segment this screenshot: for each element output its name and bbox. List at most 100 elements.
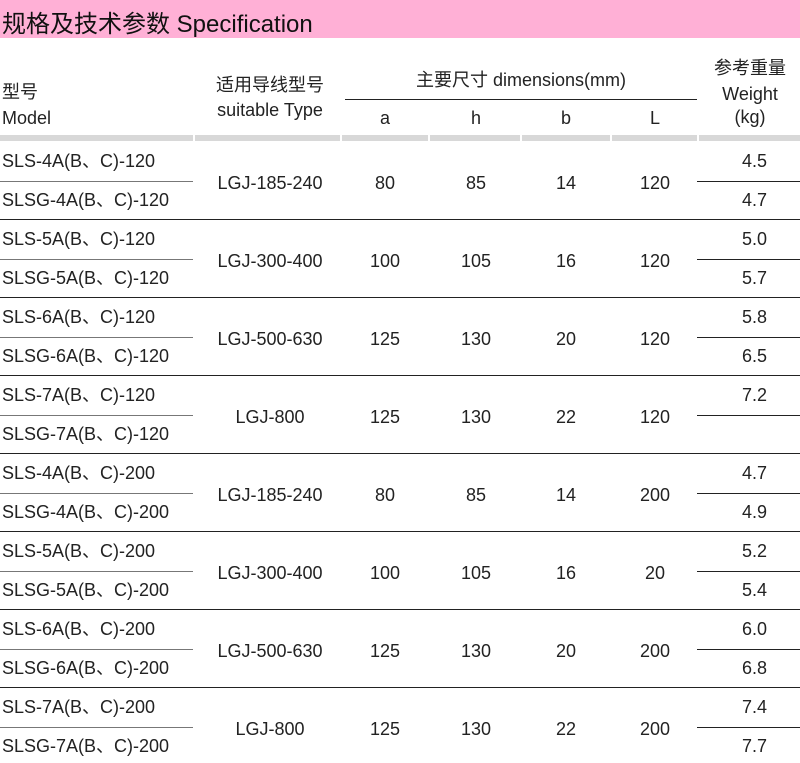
row-divider [697, 649, 800, 650]
dim-a-cell: 125 [369, 641, 401, 661]
dim-L-cell: 120 [639, 173, 671, 193]
row-divider [0, 649, 193, 650]
dim-b-cell: 20 [555, 641, 577, 661]
header-separator [0, 135, 193, 141]
model-cell: SLSG-7A(B、C)-120 [2, 424, 170, 444]
dim-a-cell: 100 [369, 251, 401, 271]
weight-cell: 6.5 [741, 346, 767, 366]
header-separator [430, 135, 520, 141]
weight-cell: 7.7 [741, 736, 767, 756]
type-cell: LGJ-500-630 [217, 329, 323, 349]
weight-header-en: Weight [722, 84, 778, 104]
dim-L-cell: 20 [644, 563, 666, 583]
dim-a-header: a [379, 108, 391, 128]
dim-b-cell: 22 [555, 407, 577, 427]
type-cell: LGJ-500-630 [217, 641, 323, 661]
weight-cell: 6.0 [741, 619, 767, 639]
dim-a-cell: 80 [374, 173, 396, 193]
row-divider [697, 493, 800, 494]
header-separator [342, 135, 428, 141]
weight-cell: 5.7 [741, 268, 767, 288]
dim-h-cell: 130 [460, 329, 492, 349]
model-cell: SLS-4A(B、C)-200 [2, 463, 156, 483]
model-cell: SLS-7A(B、C)-200 [2, 697, 156, 717]
model-header-cn: 型号 [2, 82, 38, 102]
type-header-cn: 适用导线型号 [216, 75, 324, 95]
header-separator [699, 135, 800, 141]
dim-h-cell: 85 [465, 485, 487, 505]
group-divider [0, 375, 800, 376]
row-divider [697, 727, 800, 728]
dim-L-cell: 200 [639, 641, 671, 661]
dim-h-cell: 130 [460, 719, 492, 739]
group-divider [0, 453, 800, 454]
weight-cell: 5.8 [741, 307, 767, 327]
dim-b-cell: 14 [555, 173, 577, 193]
row-divider [0, 493, 193, 494]
dim-L-cell: 120 [639, 329, 671, 349]
dim-a-cell: 125 [369, 407, 401, 427]
dim-L-cell: 200 [639, 485, 671, 505]
dims-divider [345, 99, 697, 100]
dim-b-cell: 14 [555, 485, 577, 505]
dim-a-cell: 125 [369, 719, 401, 739]
weight-cell: 5.0 [741, 229, 767, 249]
model-cell: SLS-7A(B、C)-120 [2, 385, 156, 405]
model-cell: SLSG-7A(B、C)-200 [2, 736, 170, 756]
dim-b-header: b [560, 108, 572, 128]
model-cell: SLSG-4A(B、C)-200 [2, 502, 170, 522]
dim-h-header: h [470, 108, 482, 128]
group-divider [0, 219, 800, 220]
model-cell: SLS-5A(B、C)-200 [2, 541, 156, 561]
dim-h-cell: 105 [460, 563, 492, 583]
dim-b-cell: 20 [555, 329, 577, 349]
type-cell: LGJ-800 [235, 407, 305, 427]
model-cell: SLS-6A(B、C)-120 [2, 307, 156, 327]
dim-h-cell: 85 [465, 173, 487, 193]
type-header-en: suitable Type [217, 100, 323, 120]
dim-h-cell: 130 [460, 407, 492, 427]
row-divider [697, 337, 800, 338]
dim-a-cell: 125 [369, 329, 401, 349]
row-divider [697, 181, 800, 182]
section-banner: 规格及技术参数 Specification [0, 0, 800, 38]
model-cell: SLSG-6A(B、C)-200 [2, 658, 170, 678]
group-divider [0, 687, 800, 688]
weight-cell: 4.9 [741, 502, 767, 522]
row-divider [0, 571, 193, 572]
model-cell: SLS-5A(B、C)-120 [2, 229, 156, 249]
dim-a-cell: 100 [369, 563, 401, 583]
row-divider [697, 415, 800, 416]
group-divider [0, 531, 800, 532]
model-cell: SLSG-5A(B、C)-200 [2, 580, 170, 600]
dim-b-cell: 16 [555, 251, 577, 271]
weight-header-unit: (kg) [734, 107, 766, 127]
row-divider [0, 415, 193, 416]
row-divider [697, 259, 800, 260]
weight-cell: 5.2 [741, 541, 767, 561]
model-cell: SLSG-5A(B、C)-120 [2, 268, 170, 288]
type-cell: LGJ-185-240 [217, 173, 323, 193]
section-title: 规格及技术参数 Specification [2, 11, 313, 38]
model-header-en: Model [2, 108, 52, 128]
group-divider [0, 609, 800, 610]
model-cell: SLS-4A(B、C)-120 [2, 151, 156, 171]
row-divider [0, 337, 193, 338]
dim-L-header: L [649, 108, 661, 128]
dims-header: 主要尺寸 dimensions(mm) [415, 70, 627, 90]
type-cell: LGJ-800 [235, 719, 305, 739]
row-divider [0, 727, 193, 728]
weight-cell: 5.4 [741, 580, 767, 600]
dim-a-cell: 80 [374, 485, 396, 505]
type-cell: LGJ-300-400 [217, 563, 323, 583]
weight-cell: 7.2 [741, 385, 767, 405]
header-separator [612, 135, 697, 141]
row-divider [0, 259, 193, 260]
dim-h-cell: 130 [460, 641, 492, 661]
model-cell: SLSG-6A(B、C)-120 [2, 346, 170, 366]
type-cell: LGJ-300-400 [217, 251, 323, 271]
dim-h-cell: 105 [460, 251, 492, 271]
type-cell: LGJ-185-240 [217, 485, 323, 505]
dim-b-cell: 16 [555, 563, 577, 583]
dim-b-cell: 22 [555, 719, 577, 739]
